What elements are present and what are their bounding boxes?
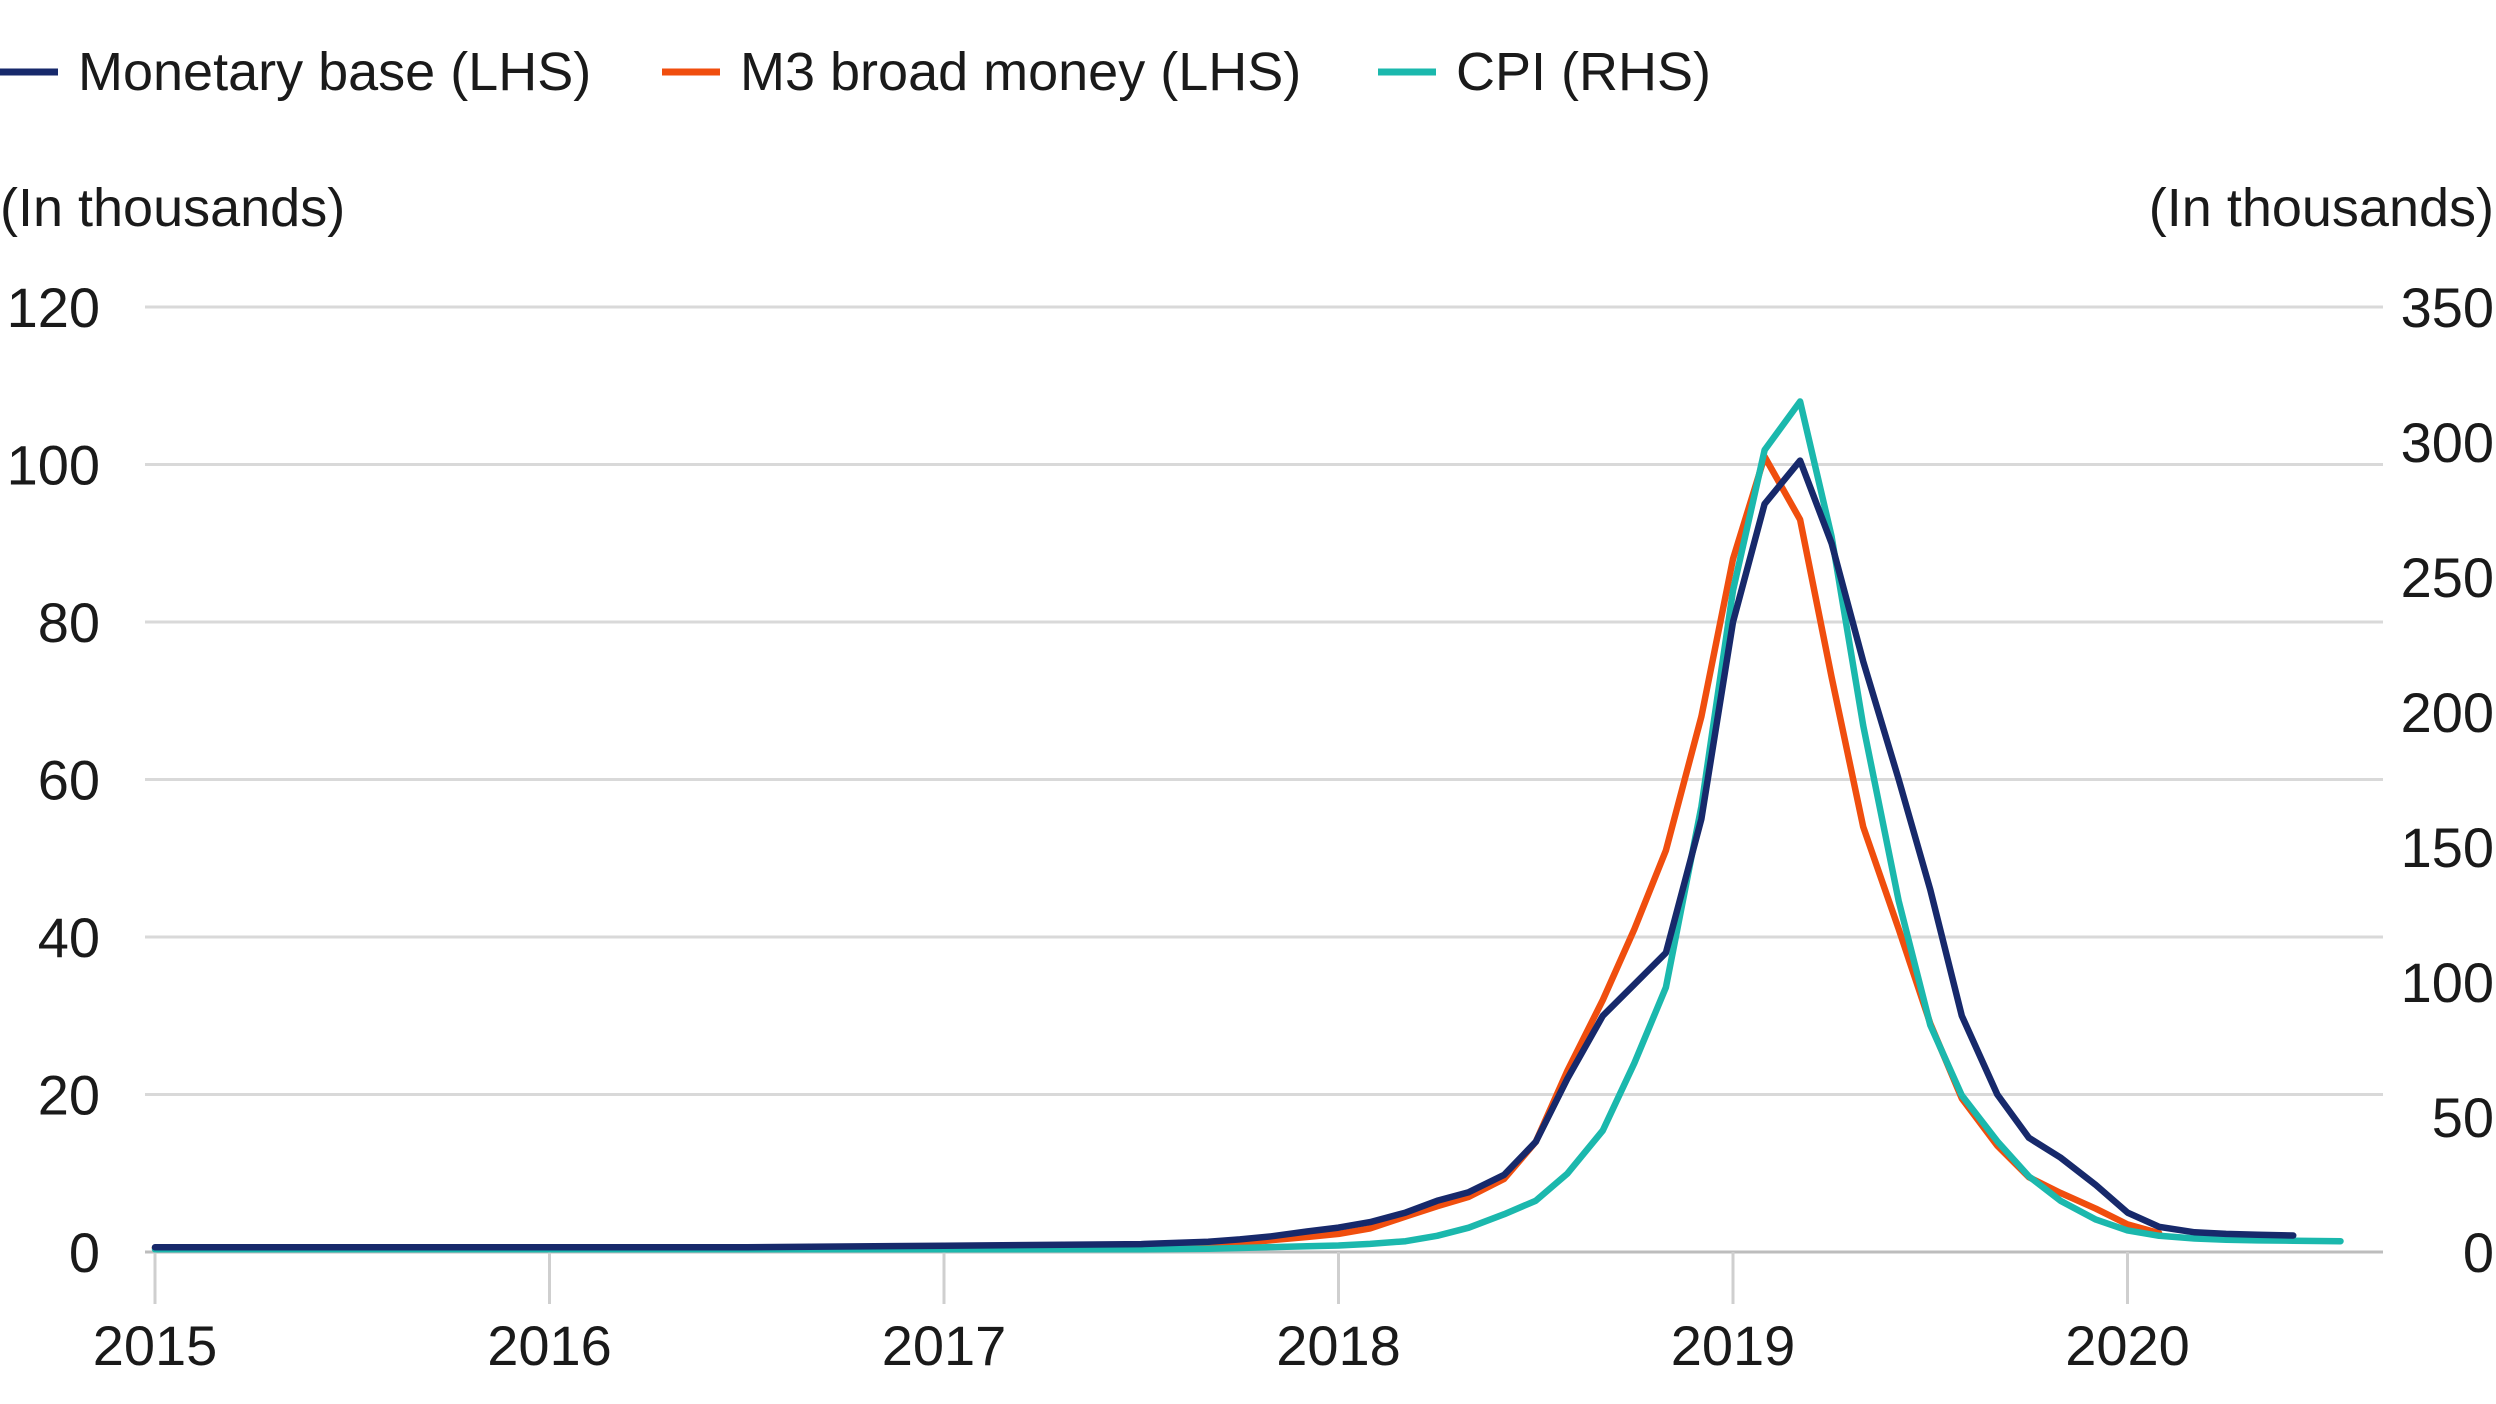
left-y-tick-label: 0 (69, 1221, 100, 1284)
left-y-tick-label: 40 (38, 906, 100, 969)
legend-item-cpi: CPI (RHS) (1378, 42, 1711, 102)
right-y-tick-label: 300 (2401, 411, 2494, 474)
left-y-tick-label: 80 (38, 591, 100, 654)
right-y-tick-label: 0 (2463, 1221, 2494, 1284)
right-y-axis: 0 50 100 150 200 250 300 350 (2401, 276, 2494, 1284)
series-lines (151, 398, 2344, 1253)
legend-label-m3-broad-money: M3 broad money (LHS) (740, 42, 1301, 102)
left-y-tick-label: 120 (7, 276, 100, 339)
series-line-monetary-base (151, 457, 2297, 1251)
left-y-tick-label: 60 (38, 749, 100, 812)
x-tick-label: 2016 (487, 1314, 612, 1377)
x-tick-label: 2015 (93, 1314, 218, 1377)
left-axis-unit-label: (In thousands) (0, 178, 345, 238)
gridlines (145, 305, 2383, 1254)
x-tick-label: 2018 (1276, 1314, 1401, 1377)
x-axis: 2015 2016 2017 2018 2019 2020 (93, 1252, 2190, 1377)
legend: Monetary base (LHS) M3 broad money (LHS)… (0, 42, 1711, 102)
right-y-tick-label: 200 (2401, 681, 2494, 744)
left-y-tick-label: 20 (38, 1064, 100, 1127)
right-y-tick-label: 100 (2401, 951, 2494, 1014)
legend-item-monetary-base: Monetary base (LHS) (0, 42, 591, 102)
right-y-tick-label: 350 (2401, 276, 2494, 339)
legend-item-m3-broad-money: M3 broad money (LHS) (662, 42, 1301, 102)
x-tick-label: 2017 (882, 1314, 1007, 1377)
legend-label-monetary-base: Monetary base (LHS) (78, 42, 591, 102)
x-tick-label: 2020 (2065, 1314, 2190, 1377)
left-y-axis: 0 20 40 60 80 100 120 (7, 276, 100, 1284)
right-axis-unit-label: (In thousands) (2149, 178, 2494, 238)
legend-label-cpi: CPI (RHS) (1456, 42, 1711, 102)
series-line-m3-broad-money (151, 453, 2163, 1252)
x-tick-label: 2019 (1671, 1314, 1796, 1377)
right-y-tick-label: 50 (2432, 1086, 2494, 1149)
right-y-tick-label: 150 (2401, 816, 2494, 879)
right-y-tick-label: 250 (2401, 546, 2494, 609)
series-line-cpi (151, 398, 2344, 1253)
left-y-tick-label: 100 (7, 434, 100, 497)
